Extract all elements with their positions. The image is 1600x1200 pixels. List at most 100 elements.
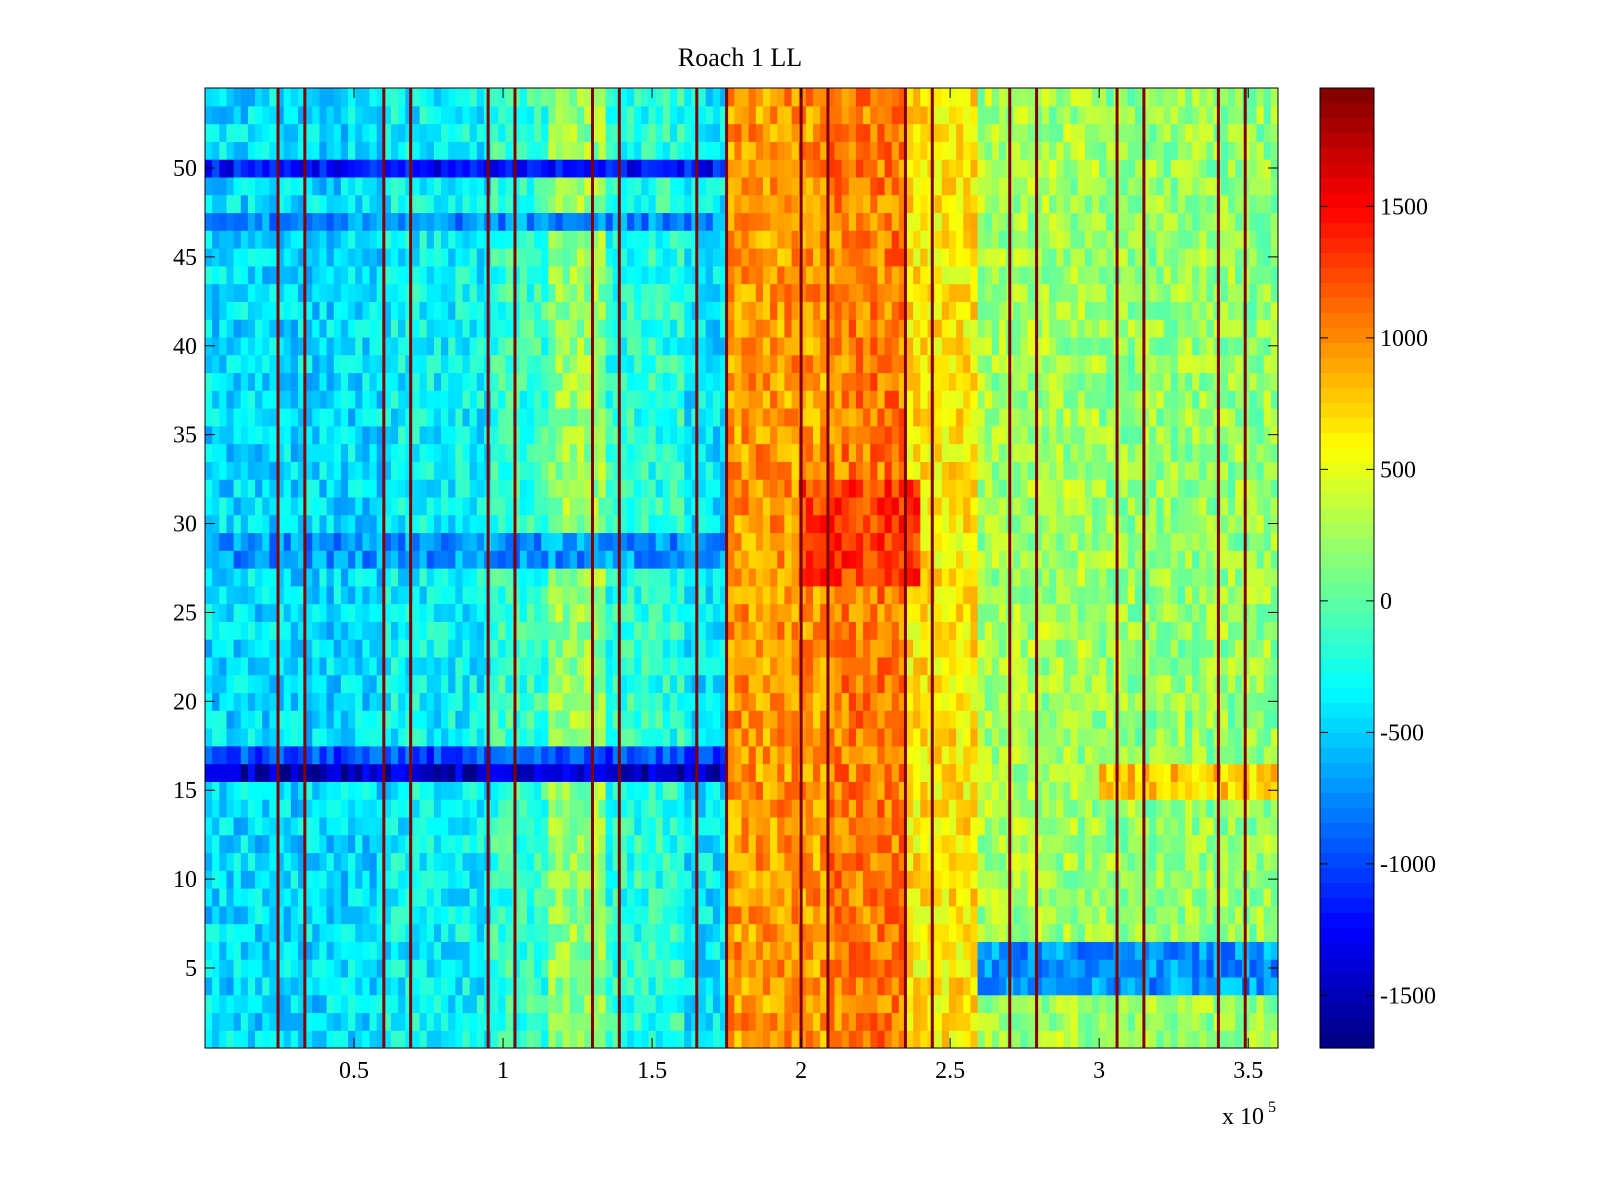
heatmap-cell xyxy=(934,728,943,747)
heatmap-cell xyxy=(813,568,821,587)
heatmap-cell xyxy=(1149,905,1157,925)
heatmap-cell xyxy=(369,1012,378,1031)
heatmap-cell xyxy=(727,799,735,818)
heatmap-cell xyxy=(791,745,800,765)
heatmap-cell xyxy=(1070,834,1079,854)
heatmap-cell xyxy=(541,603,549,622)
heatmap-cell xyxy=(634,781,642,800)
heatmap-cell xyxy=(956,781,964,800)
heatmap-cell xyxy=(755,1030,764,1049)
heatmap-cell xyxy=(884,728,893,747)
heatmap-cell xyxy=(340,923,349,942)
heatmap-cell xyxy=(262,496,270,516)
heatmap-cell xyxy=(1134,550,1143,569)
heatmap-cell xyxy=(584,656,592,676)
heatmap-cell xyxy=(841,959,850,978)
heatmap-cell xyxy=(855,568,864,587)
heatmap-cell xyxy=(698,656,707,676)
heatmap-cell xyxy=(848,816,857,836)
heatmap-cell xyxy=(956,870,964,889)
heatmap-cell xyxy=(255,550,263,569)
heatmap-cell xyxy=(1149,674,1157,694)
heatmap-cell xyxy=(441,994,449,1014)
heatmap-cell xyxy=(340,603,349,622)
heatmap-cell xyxy=(684,852,693,871)
heatmap-cell xyxy=(712,816,721,836)
heatmap-cell xyxy=(684,941,693,960)
heatmap-cell xyxy=(562,1012,571,1031)
heatmap-cell xyxy=(855,603,864,622)
heatmap-cell xyxy=(498,639,507,658)
heatmap-cell xyxy=(448,852,456,871)
heatmap-cell xyxy=(1013,639,1022,658)
heatmap-cell xyxy=(677,745,685,765)
heatmap-cell xyxy=(1192,639,1200,658)
heatmap-cell xyxy=(498,781,507,800)
heatmap-cell xyxy=(519,1012,528,1031)
heatmap-cell xyxy=(698,781,707,800)
heatmap-cell xyxy=(362,479,371,498)
heatmap-cell xyxy=(627,763,635,782)
heatmap-cell xyxy=(541,621,549,640)
heatmap-cell xyxy=(576,763,585,782)
heatmap-cell xyxy=(805,656,814,676)
heatmap-cell xyxy=(569,852,578,871)
heatmap-cell xyxy=(498,496,507,516)
heatmap-cell xyxy=(641,568,650,587)
heatmap-cell xyxy=(906,888,914,907)
heatmap-cell xyxy=(677,905,685,925)
heatmap-cell xyxy=(648,603,657,622)
heatmap-cell xyxy=(1127,692,1136,711)
heatmap-cell xyxy=(505,994,514,1014)
heatmap-cell xyxy=(898,479,907,498)
heatmap-cell xyxy=(584,781,592,800)
heatmap-cell xyxy=(455,461,464,480)
heatmap-cell xyxy=(1163,905,1172,925)
heatmap-cell xyxy=(1220,710,1229,729)
heatmap-cell xyxy=(1185,905,1193,925)
heatmap-cell xyxy=(891,479,900,498)
heatmap-cell xyxy=(1092,888,1100,907)
heatmap-cell xyxy=(777,976,786,996)
heatmap-cell xyxy=(1163,781,1172,800)
heatmap-cell xyxy=(1142,479,1150,498)
heatmap-cell xyxy=(1220,745,1229,765)
heatmap-cell xyxy=(1120,799,1129,818)
heatmap-cell xyxy=(255,994,263,1014)
heatmap-cell xyxy=(648,728,657,747)
heatmap-cell xyxy=(555,514,564,534)
heatmap-cell xyxy=(526,674,535,694)
heatmap-cell xyxy=(1177,461,1186,480)
heatmap-cell xyxy=(290,585,299,605)
heatmap-cell xyxy=(1013,994,1022,1014)
heatmap-cell xyxy=(791,1012,800,1031)
heatmap-cell xyxy=(1249,781,1258,800)
heatmap-cell xyxy=(1134,479,1143,498)
heatmap-cell xyxy=(555,710,564,729)
heatmap-cell xyxy=(720,852,728,871)
heatmap-cell xyxy=(813,763,821,782)
heatmap-cell xyxy=(212,656,220,676)
heatmap-cell xyxy=(1227,621,1236,640)
heatmap-cell xyxy=(963,994,971,1014)
heatmap-cell xyxy=(1134,888,1143,907)
heatmap-cell xyxy=(491,976,499,996)
heatmap-cell xyxy=(505,550,514,569)
heatmap-cell xyxy=(462,692,471,711)
heatmap-cell xyxy=(1041,674,1050,694)
heatmap-cell xyxy=(605,888,614,907)
heatmap-cell xyxy=(941,870,950,889)
heatmap-cell xyxy=(362,888,371,907)
heatmap-cell xyxy=(505,852,514,871)
heatmap-cell xyxy=(348,496,356,516)
heatmap-cell xyxy=(369,710,378,729)
heatmap-cell xyxy=(297,550,306,569)
heatmap-cell xyxy=(326,585,335,605)
heatmap-cell xyxy=(884,745,893,765)
heatmap-cell xyxy=(1041,923,1050,942)
heatmap-cell xyxy=(505,479,514,498)
heatmap-cell xyxy=(641,763,650,782)
heatmap-cell xyxy=(412,710,421,729)
heatmap-cell xyxy=(255,1030,263,1049)
heatmap-cell xyxy=(348,923,356,942)
